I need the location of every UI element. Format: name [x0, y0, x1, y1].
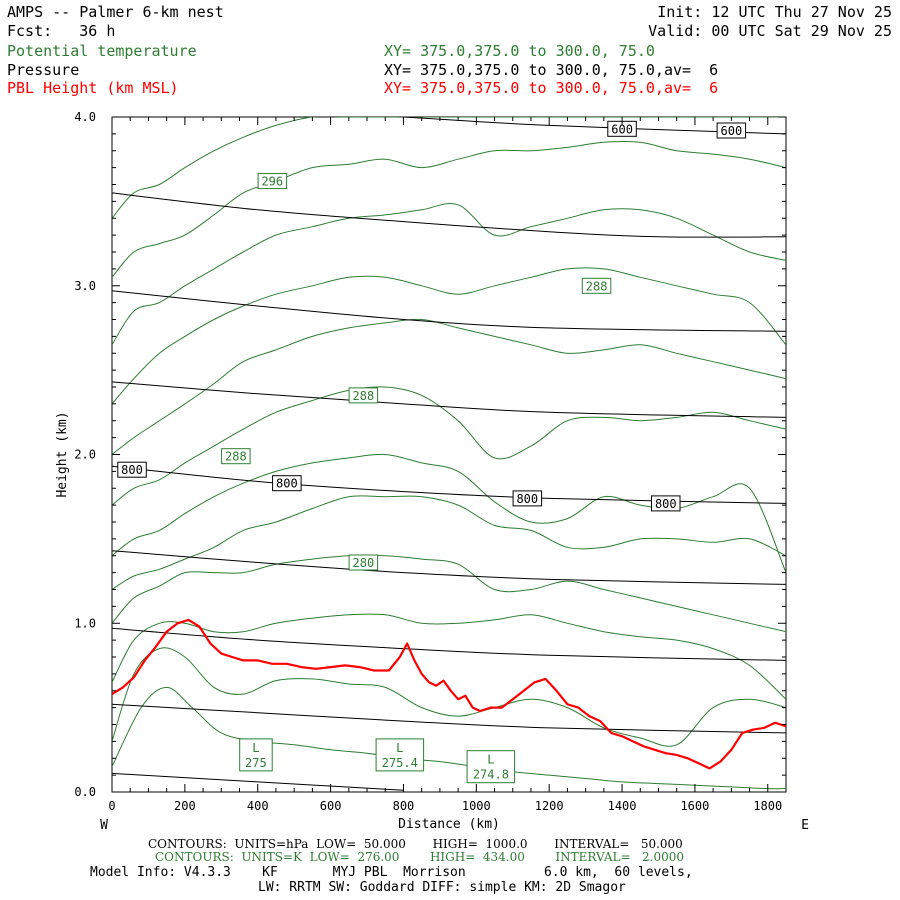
theta-contour-label: 296: [261, 175, 283, 189]
plot-frame: [111, 116, 787, 793]
x-right-direction: E: [801, 818, 809, 833]
x-left-direction: W: [100, 818, 108, 833]
theta-contour-label-box: [221, 448, 251, 465]
low-center-letter: L: [487, 753, 494, 767]
theta-contour-label-box: [348, 387, 379, 404]
low-center-box: [375, 738, 425, 772]
pressure-contour-label: 800: [276, 477, 298, 491]
theta-contour-line: [112, 117, 786, 219]
x-tick-label: 800: [393, 799, 415, 813]
low-center-value: 275.4: [382, 756, 418, 770]
pressure-contour-label: 600: [721, 124, 743, 138]
x-tick-label: 600: [320, 799, 342, 813]
pressure-contour-line: [112, 290, 786, 332]
pressure-contour-line: [112, 627, 786, 661]
theta-contour-line: [112, 386, 786, 506]
x-tick-label: 200: [174, 799, 196, 813]
y-axis-label: Height (km): [55, 411, 70, 497]
theta-contour-line: [112, 267, 786, 405]
pressure-contour-line: [112, 192, 786, 238]
xy-theta: XY= 375.0,375.0 to 300.0, 75.0: [384, 42, 655, 60]
pressure-contour-label-box: [512, 490, 543, 507]
theta-contours: [112, 117, 786, 790]
theta-contour-label-box: [348, 554, 379, 571]
y-tick-label: 0.0: [74, 785, 96, 799]
x-tick-label: 0: [108, 799, 115, 813]
pressure-contour-line: [112, 381, 786, 418]
theta-contour-label: 280: [353, 556, 375, 570]
low-center-value: 274.8: [473, 768, 509, 782]
theta-contour-line: [112, 686, 786, 790]
y-tick-label: 3.0: [74, 279, 96, 293]
forecast-hour: Fcst: 36 h: [7, 22, 116, 40]
theta-contour-line: [112, 495, 786, 590]
chart-title: AMPS -- Palmer 6-km nest: [7, 3, 224, 21]
x-tick-label: 1000: [462, 799, 491, 813]
theta-contour-label: 288: [353, 389, 375, 403]
pressure-contour-line: [112, 703, 786, 734]
low-center-letter: L: [252, 741, 259, 755]
pressure-contour-label-box: [117, 461, 147, 478]
axes: 0 200 400 600 800 1000 1200 1400 1600 1800 0.0 1.0 2…: [55, 110, 809, 833]
pressure-contour-line: [112, 465, 786, 504]
footer-model-info: Model Info: V4.3.3 KF MYJ PBL Morrison 6…: [90, 865, 693, 880]
legend-theta: Potential temperature: [7, 42, 197, 60]
low-center-letter: L: [396, 741, 403, 755]
pressure-contour-label: 800: [121, 463, 143, 477]
xy-pressure: XY= 375.0,375.0 to 300.0, 75.0,av= 6: [384, 61, 719, 79]
theta-contour-line: [112, 140, 786, 278]
theta-contour-line: [112, 613, 786, 700]
theta-contour-line: [112, 647, 786, 747]
footer-pressure-contours: CONTOURS: UNITS=hPa LOW= 50.000 HIGH= 10…: [148, 837, 683, 851]
theta-contour-label: 288: [586, 279, 608, 293]
pbl-series: [112, 618, 786, 770]
y-tick-label: 2.0: [74, 448, 96, 462]
pressure-contour-label-box: [716, 122, 747, 139]
pressure-contour-line: [112, 772, 404, 791]
pressure-contour-label-box: [651, 495, 681, 512]
x-tick-label: 1800: [753, 799, 782, 813]
legend-pressure: Pressure: [7, 61, 80, 79]
pressure-contour-label: 800: [655, 497, 677, 511]
low-center-box: [466, 750, 516, 784]
init-time: Init: 12 UTC Thu 27 Nov 25: [657, 3, 892, 21]
x-tick-label: 1400: [608, 799, 637, 813]
theta-contour-line: [112, 453, 786, 573]
pressure-contour-label-box: [272, 475, 302, 492]
pressure-contour-line: [394, 117, 786, 135]
theta-contour-line: [112, 203, 786, 346]
x-tick-label: 400: [247, 799, 269, 813]
x-tick-label: 1600: [680, 799, 709, 813]
y-tick-label: 1.0: [74, 616, 96, 630]
x-axis-label: Distance (km): [398, 817, 500, 832]
pressure-contours: [112, 117, 786, 791]
valid-time: Valid: 00 UTC Sat 29 Nov 25: [648, 22, 892, 40]
theta-contour-line: [112, 318, 786, 455]
theta-contour-line: [112, 554, 786, 633]
footer-physics: LW: RRTM SW: Goddard DIFF: simple KM: 2D…: [258, 880, 626, 895]
pressure-contour-label: 600: [611, 122, 633, 136]
y-tick-label: 4.0: [74, 110, 96, 124]
pressure-contour-label: 800: [516, 492, 538, 506]
theta-contour-label-box: [257, 173, 288, 190]
footer-theta-contours: CONTOURS: UNITS=K LOW= 276.00 HIGH= 434.…: [155, 850, 684, 864]
legend-pbl: PBL Height (km MSL): [7, 79, 179, 97]
pbl-height-line: [112, 618, 786, 770]
theta-contour-label: 288: [225, 450, 247, 464]
x-tick-label: 1200: [535, 799, 564, 813]
low-center-value: 275: [245, 756, 267, 770]
xy-pbl: XY= 375.0,375.0 to 300.0, 75.0,av= 6: [384, 79, 719, 97]
pressure-contour-line: [112, 550, 786, 585]
theta-contour-label-box: [581, 277, 612, 294]
low-center-box: [239, 738, 273, 772]
